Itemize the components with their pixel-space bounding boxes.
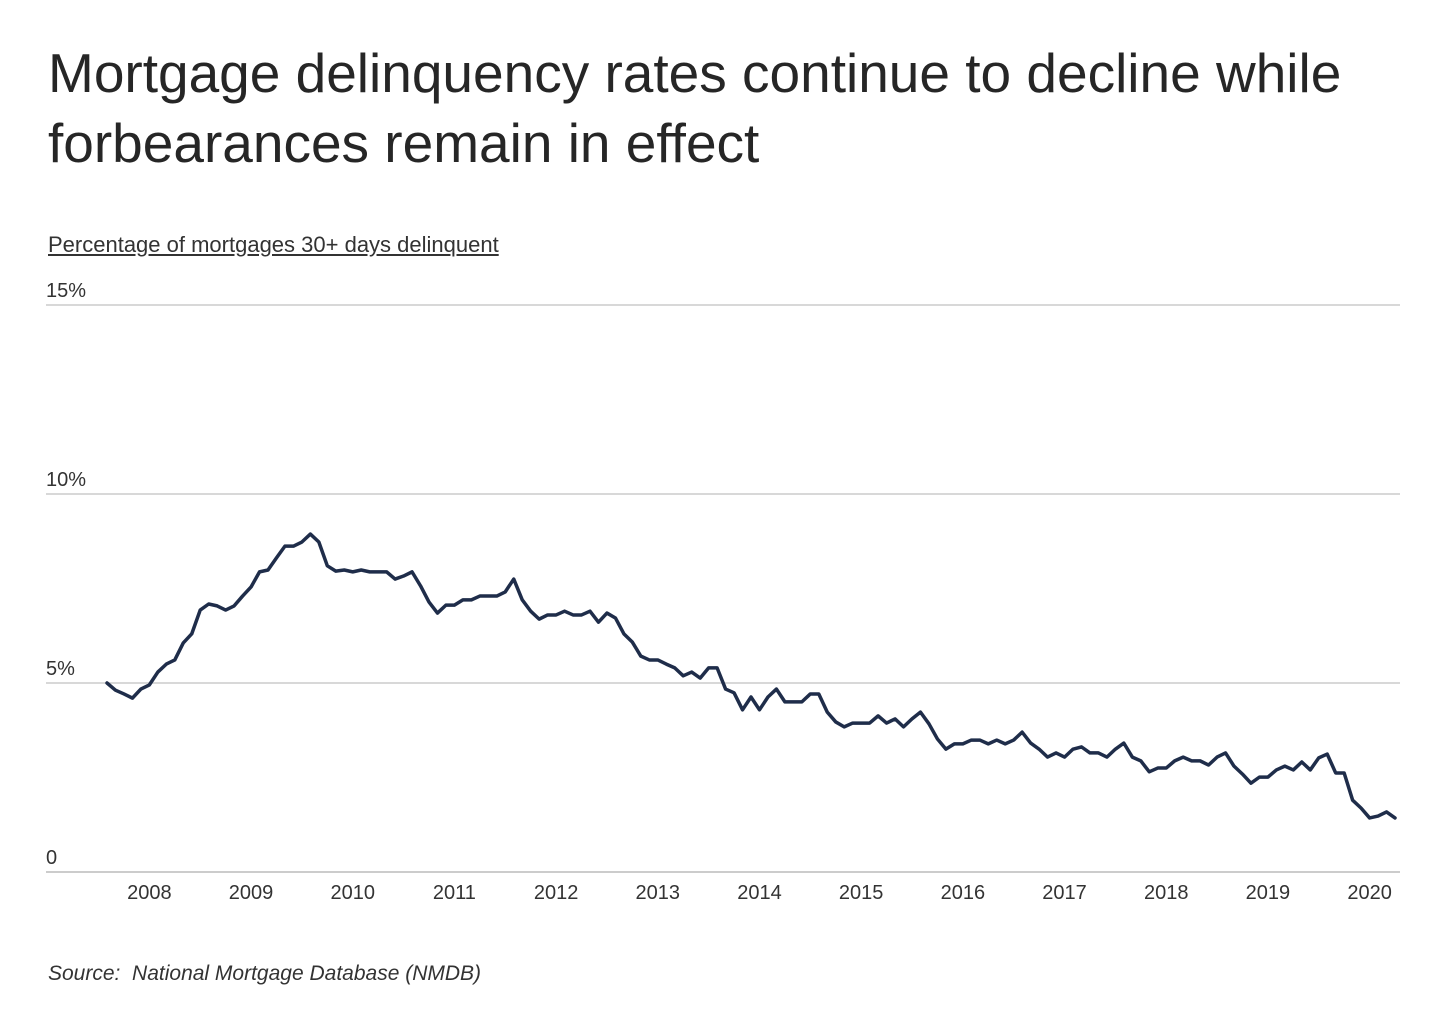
- x-tick-label: 2013: [636, 882, 681, 904]
- x-tick-label: 2012: [534, 882, 579, 904]
- x-tick-label: 2011: [433, 882, 476, 904]
- x-tick-label: 2008: [127, 882, 172, 904]
- data-line: [105, 532, 1397, 820]
- y-tick-label: 5%: [46, 658, 75, 680]
- y-tick-label: 15%: [46, 280, 86, 302]
- x-tick-label: 2019: [1246, 882, 1291, 904]
- x-tick-label: 2009: [229, 882, 274, 904]
- x-tick-label: 2020: [1347, 882, 1392, 904]
- chart-subtitle: Percentage of mortgages 30+ days delinqu…: [48, 232, 499, 257]
- x-tick-label: 2015: [839, 882, 884, 904]
- chart-title: Mortgage delinquency rates continue to d…: [48, 42, 1342, 174]
- source-note: Source: National Mortgage Database (NMDB…: [48, 962, 482, 985]
- x-tick-label: 2016: [941, 882, 986, 904]
- y-tick-label: 10%: [46, 469, 86, 491]
- x-tick-label: 2010: [330, 882, 375, 904]
- x-tick-label: 2014: [737, 882, 782, 904]
- y-tick-label: 0: [46, 847, 57, 869]
- x-tick-label: 2017: [1042, 882, 1087, 904]
- x-tick-label: 2018: [1144, 882, 1189, 904]
